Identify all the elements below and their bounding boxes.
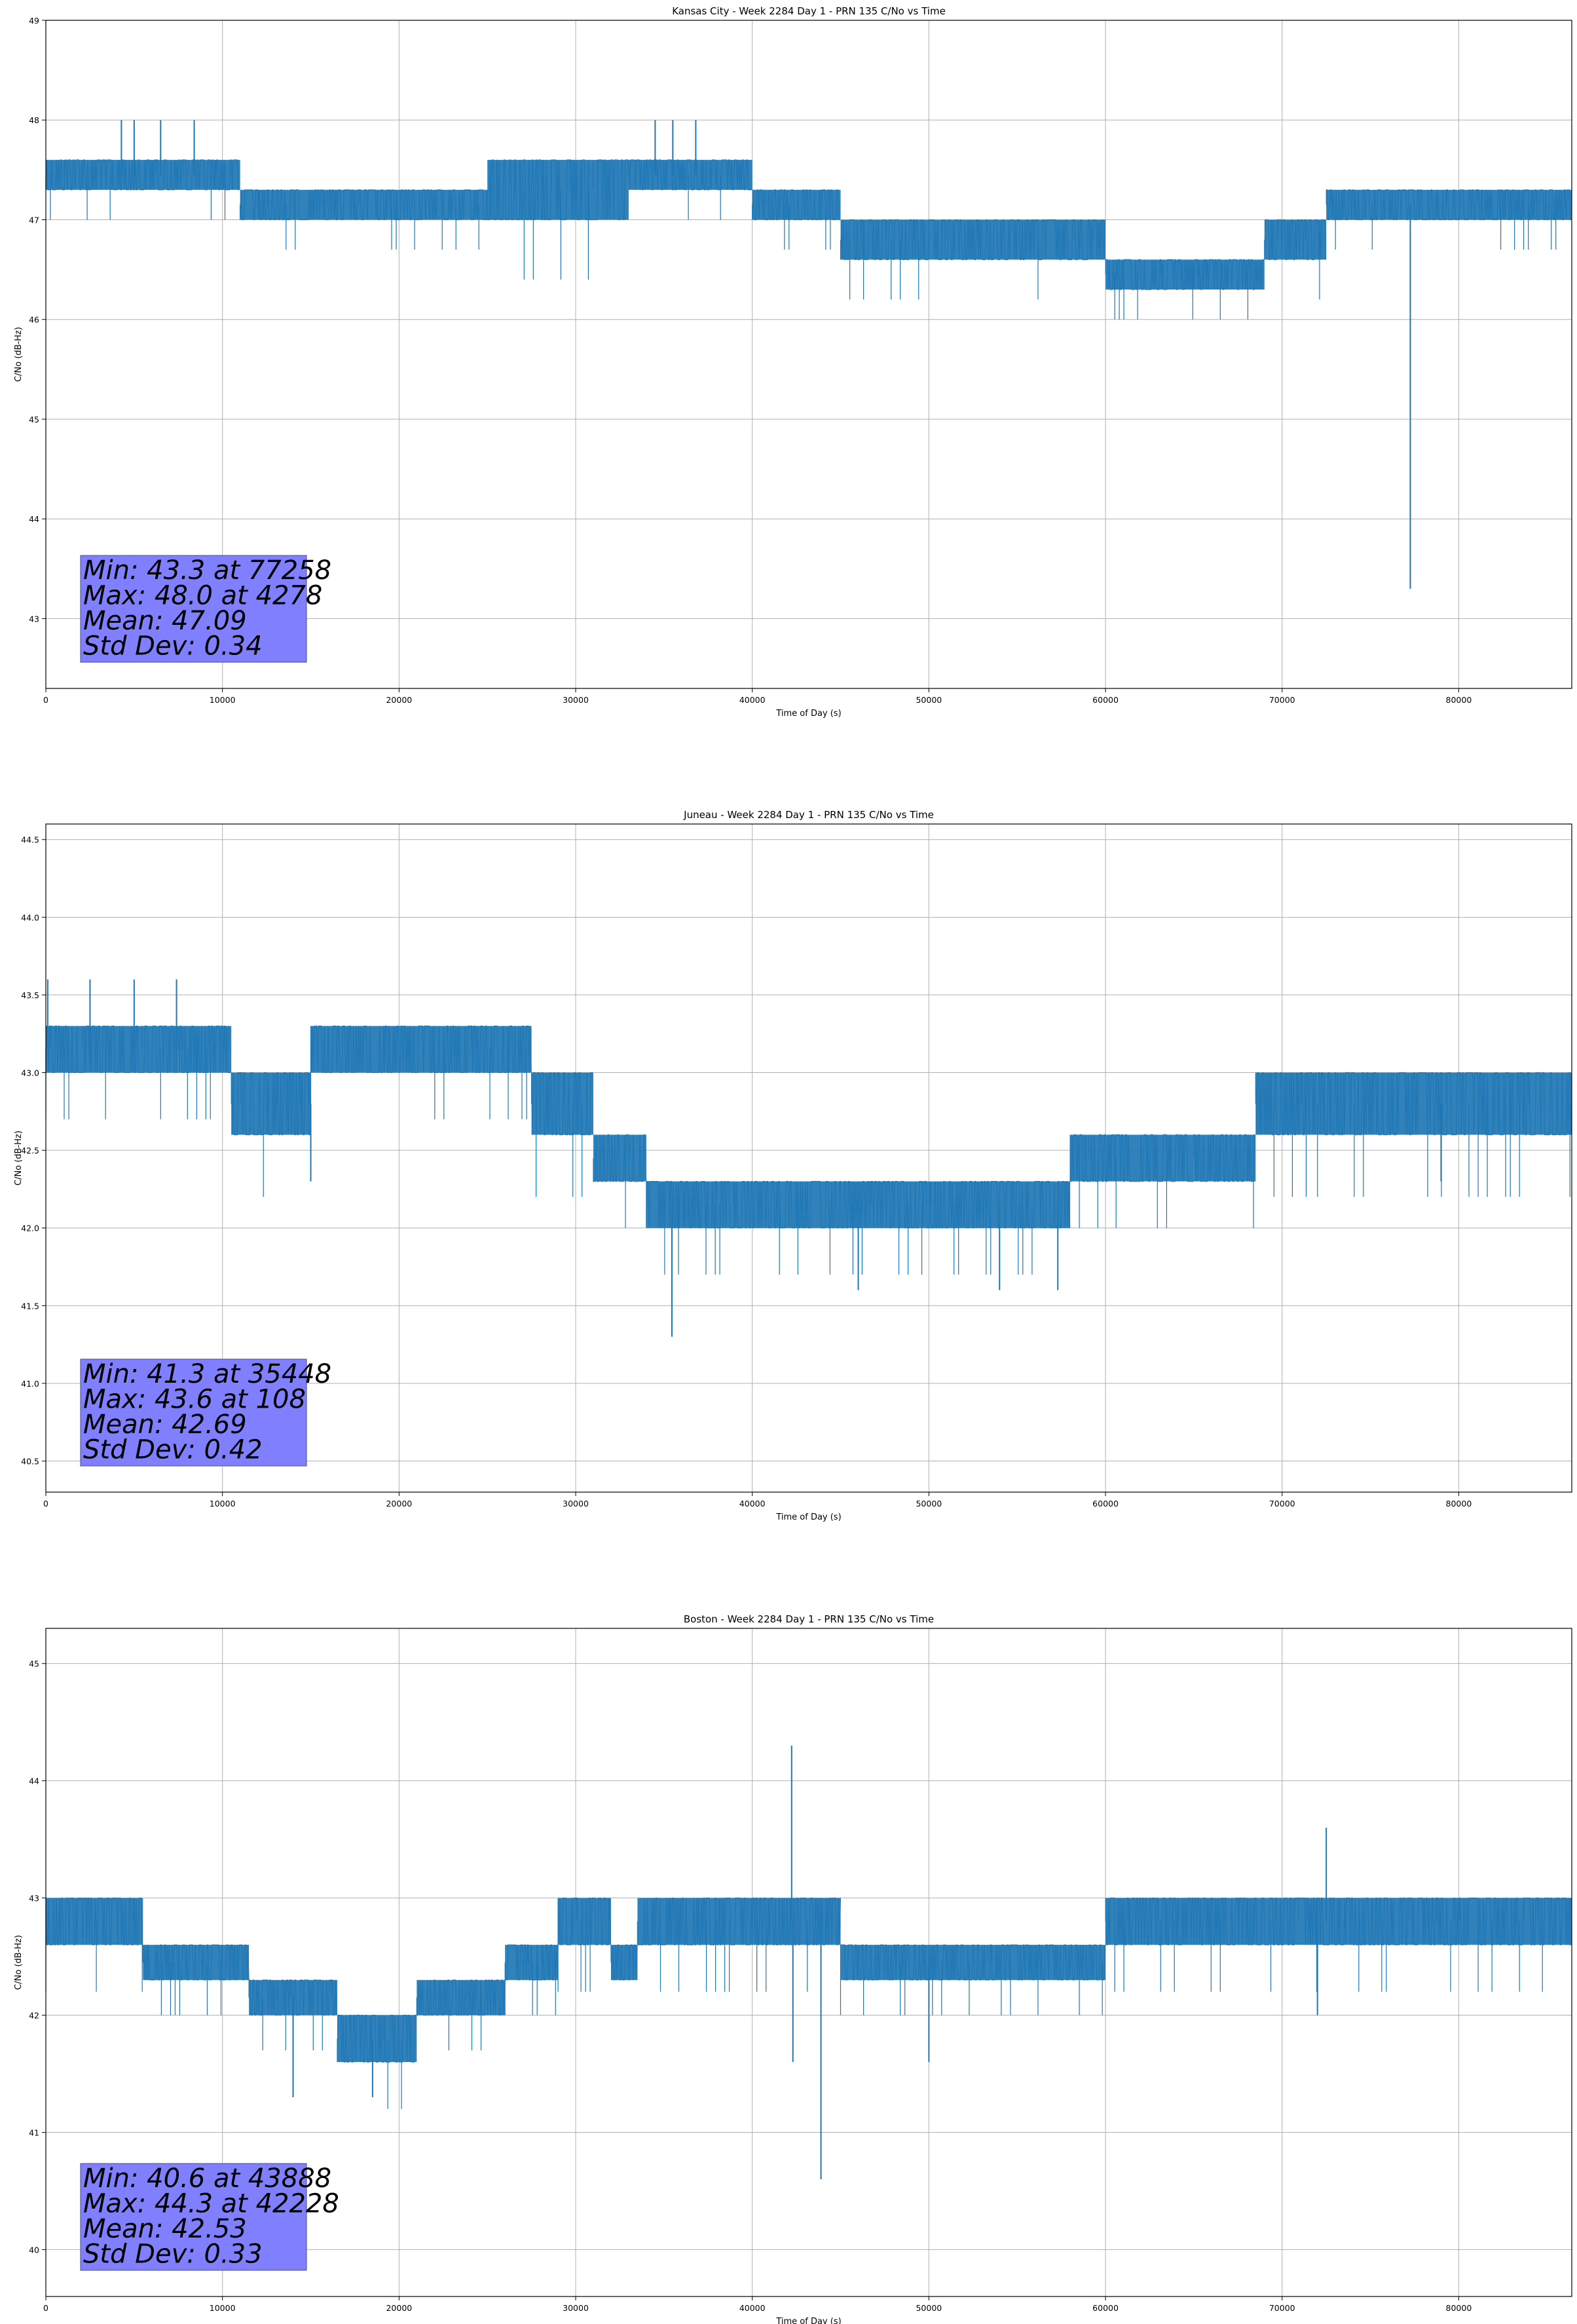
data-trace	[45, 1898, 1571, 2109]
y-tick-label: 40.5	[21, 1457, 39, 1467]
panel-juneau: 0 10000 20000 30000 40000 50000 60000 70000 8000…	[14, 809, 1572, 1522]
x-tick-label: 60000	[1092, 2303, 1119, 2313]
data-band	[1317, 1072, 1572, 1135]
x-tick-label: 30000	[563, 695, 589, 705]
x-tick-label: 30000	[563, 1499, 589, 1509]
y-tick-label: 42.0	[21, 1224, 39, 1233]
x-tick-label: 70000	[1269, 1499, 1295, 1509]
panel-boston: 0 10000 20000 30000 40000 50000 60000 70000 8000…	[14, 1613, 1572, 2324]
stat-max: Max: 48.0 at 4278	[83, 581, 322, 611]
y-tick-label: 43	[29, 1894, 39, 1903]
x-tick-label: 50000	[916, 2303, 942, 2313]
y-tick-label: 41	[29, 2127, 39, 2137]
axes-frame	[45, 823, 1572, 1493]
y-tick-label: 45	[29, 1659, 39, 1669]
y-tick-label: 43	[29, 614, 39, 624]
x-tick-label: 80000	[1446, 2303, 1472, 2313]
y-tick-label: 47	[29, 215, 39, 225]
y-tick-label: 42	[29, 2011, 39, 2021]
y-tick-label: 44.5	[21, 835, 39, 845]
x-tick-label: 10000	[210, 1499, 236, 1509]
stat-mean: Mean: 42.69	[83, 1410, 247, 1440]
stats-box-background	[80, 1359, 307, 1467]
x-tick-label: 0	[43, 695, 48, 705]
y-tick-label: 48	[29, 115, 39, 125]
x-tick-label: 0	[43, 1499, 48, 1509]
y-tick-label: 43.5	[21, 990, 39, 1000]
data-trace	[45, 159, 1571, 320]
axes-frame	[45, 20, 1572, 689]
stat-mean: Mean: 47.09	[83, 606, 247, 636]
stat-std-dev: Std Dev: 0.33	[83, 2240, 263, 2270]
x-tick-label: 50000	[916, 1499, 942, 1509]
x-tick-label: 20000	[386, 1499, 412, 1509]
x-tick-label: 10000	[210, 695, 236, 705]
x-axis-label: Time of Day (s)	[775, 709, 841, 719]
x-tick-label: 70000	[1269, 695, 1295, 705]
stats-box: Min: 41.3 at 35448 Max: 43.6 at 108 Mean…	[80, 1359, 331, 1467]
y-tick-label: 41.0	[21, 1379, 39, 1389]
y-tick-label: 49	[29, 16, 39, 26]
x-tick-label: 10000	[210, 2303, 236, 2313]
y-tick-label: 46	[29, 315, 39, 325]
chart-title: Boston - Week 2284 Day 1 - PRN 135 C/No …	[684, 1613, 934, 1625]
stat-min: Min: 41.3 at 35448	[83, 1359, 331, 1389]
x-tick-label: 70000	[1269, 2303, 1295, 2313]
x-tick-label: 80000	[1446, 1499, 1472, 1509]
y-tick-label: 42.5	[21, 1146, 39, 1155]
y-tick-label: 44.0	[21, 912, 39, 922]
panel-kansas-city: 0 10000 20000 30000 40000 50000 60000 70000 8000…	[14, 5, 1572, 719]
stat-max: Max: 44.3 at 42228	[83, 2189, 339, 2219]
y-tick-label: 41.5	[21, 1301, 39, 1311]
x-tick-label: 40000	[739, 695, 766, 705]
x-axis-label: Time of Day (s)	[775, 1512, 841, 1522]
y-tick-label: 40	[29, 2245, 39, 2255]
x-tick-label: 40000	[739, 1499, 766, 1509]
stats-box: Min: 43.3 at 77258 Max: 48.0 at 4278 Mea…	[80, 555, 331, 663]
x-tick-label: 60000	[1092, 695, 1119, 705]
stats-box-background	[80, 555, 307, 663]
stat-mean: Mean: 42.53	[83, 2214, 247, 2244]
stat-std-dev: Std Dev: 0.42	[83, 1435, 263, 1465]
y-axis-label: C/No (dB-Hz)	[14, 1131, 24, 1186]
axes-frame	[45, 1628, 1572, 2297]
y-tick-label: 44	[29, 514, 39, 524]
y-tick-label: 45	[29, 415, 39, 424]
x-tick-label: 20000	[386, 2303, 412, 2313]
chart-title: Kansas City - Week 2284 Day 1 - PRN 135 …	[672, 5, 946, 17]
x-tick-label: 0	[43, 2303, 48, 2313]
chart-title: Juneau - Week 2284 Day 1 - PRN 135 C/No …	[683, 809, 934, 821]
x-tick-label: 50000	[916, 695, 942, 705]
x-axis-label: Time of Day (s)	[775, 2317, 841, 2324]
y-tick-label: 44	[29, 1776, 39, 1786]
stat-min: Min: 40.6 at 43888	[83, 2164, 331, 2194]
stat-max: Max: 43.6 at 108	[83, 1385, 306, 1415]
y-tick-label: 43.0	[21, 1068, 39, 1078]
y-axis-label: C/No (dB-Hz)	[14, 1935, 24, 1990]
stats-box-background	[80, 2163, 307, 2271]
x-tick-label: 60000	[1092, 1499, 1119, 1509]
y-axis-label: C/No (dB-Hz)	[14, 327, 24, 382]
stat-std-dev: Std Dev: 0.34	[83, 631, 263, 662]
x-tick-label: 30000	[563, 2303, 589, 2313]
stat-min: Min: 43.3 at 77258	[83, 555, 331, 586]
data-trace	[45, 1025, 1572, 1275]
x-tick-label: 20000	[386, 695, 412, 705]
stats-box: Min: 40.6 at 43888 Max: 44.3 at 42228 Me…	[80, 2163, 339, 2271]
x-tick-label: 80000	[1446, 695, 1472, 705]
x-tick-label: 40000	[739, 2303, 766, 2313]
